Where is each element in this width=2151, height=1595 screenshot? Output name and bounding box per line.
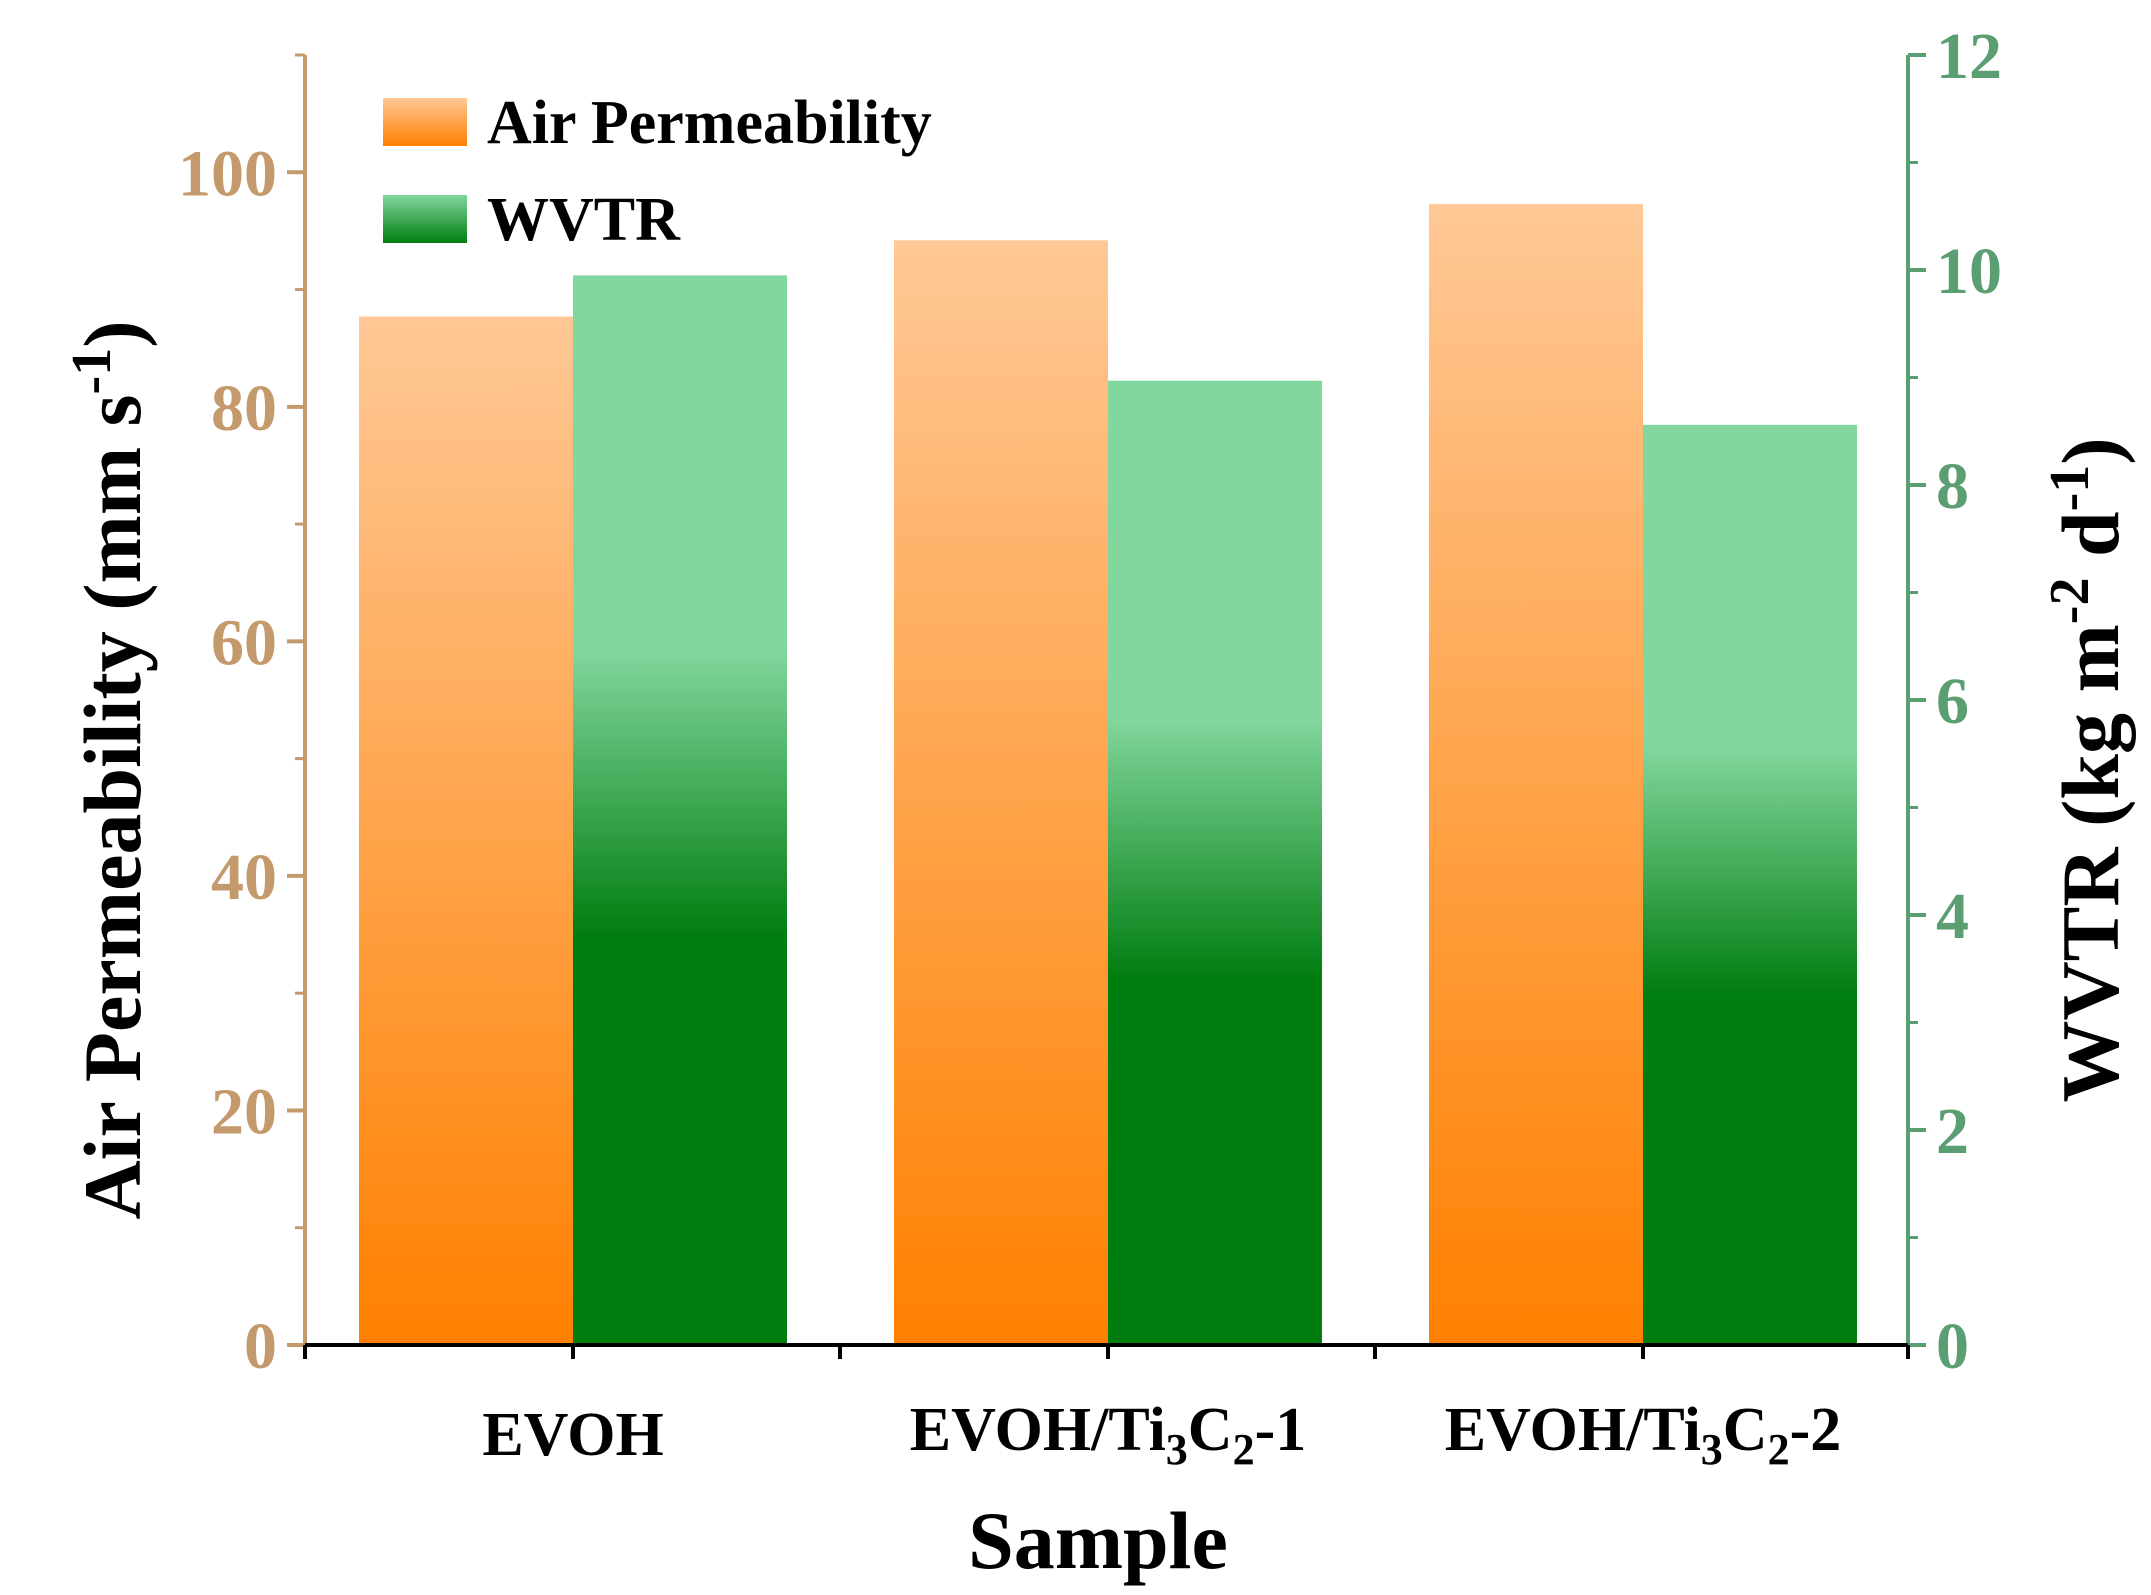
bar-air-permeability-evoh-ti3c2-2 <box>1429 203 1643 1345</box>
y-axis-left-title: Air Permeability (mm s-1) <box>61 320 158 1219</box>
category-label-evoh: EVOH <box>482 1401 663 1469</box>
y-axis-left-tick-label: 80 <box>211 372 277 445</box>
bar-wvtr-evoh <box>573 275 787 1345</box>
y-axis-right-tick-label: 10 <box>1936 235 2002 308</box>
legend-swatch-air-permeability <box>383 98 467 146</box>
category-label-evoh-ti3c2-2: EVOH/Ti3C2-2 <box>1445 1396 1841 1474</box>
y-axis-left-tick-label: 40 <box>211 841 277 914</box>
bar-air-permeability-evoh <box>359 316 573 1345</box>
x-axis-title: Sample <box>968 1495 1228 1586</box>
y-axis-right-tick-label: 0 <box>1936 1310 1969 1383</box>
y-axis-right-tick-label: 4 <box>1936 880 1969 953</box>
y-axis-left-tick-label: 0 <box>244 1310 277 1383</box>
y-axis-left-tick-label: 100 <box>178 137 277 210</box>
y-axis-left-tick-label: 60 <box>211 606 277 679</box>
bar-wvtr-evoh-ti3c2-1 <box>1108 380 1322 1346</box>
legend-label-air-permeability: Air Permeability <box>487 89 932 157</box>
bars-group <box>359 203 1857 1346</box>
y-axis-left-tick-label: 20 <box>211 1075 277 1148</box>
legend: Air Permeability WVTR <box>383 89 932 254</box>
legend-label-wvtr: WVTR <box>487 186 681 254</box>
y-axis-right-tick-label: 2 <box>1936 1095 1969 1168</box>
category-label-evoh-ti3c2-1: EVOH/Ti3C2-1 <box>910 1396 1306 1474</box>
legend-swatch-wvtr <box>383 195 467 243</box>
axes-group: 0 20 40 60 80 100 0 2 4 6 8 10 12 <box>178 20 2002 1383</box>
y-axis-right-tick-label: 6 <box>1936 665 1969 738</box>
bar-air-permeability-evoh-ti3c2-1 <box>894 240 1108 1346</box>
bar-wvtr-evoh-ti3c2-2 <box>1643 424 1857 1345</box>
y-axis-right-tick-label: 12 <box>1936 20 2002 93</box>
y-axis-right-title: WVTR (kg m-2 d-1) <box>2039 437 2136 1102</box>
y-axis-right-tick-label: 8 <box>1936 450 1969 523</box>
